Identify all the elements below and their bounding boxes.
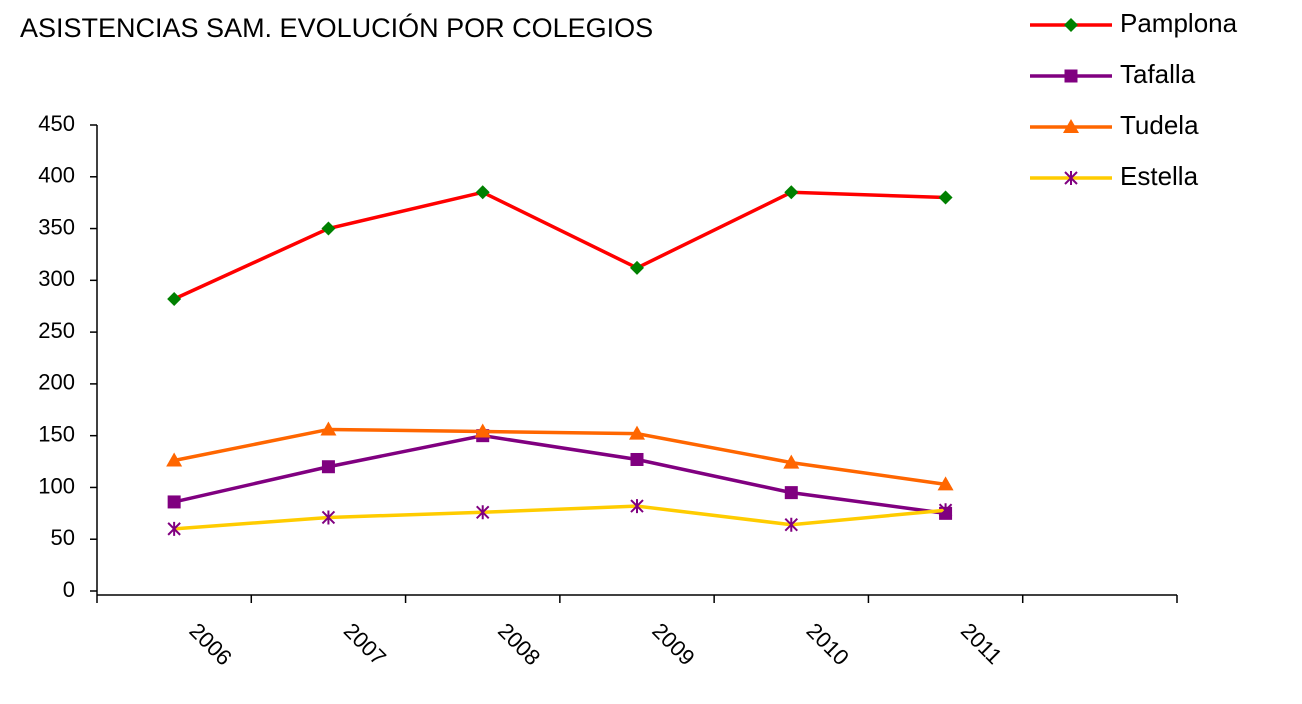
- legend-label: Tudela: [1120, 110, 1199, 140]
- series-line: [173, 190, 946, 301]
- marker: [166, 452, 183, 467]
- y-tick-label: 450: [38, 111, 75, 136]
- marker: [320, 421, 337, 436]
- y-tick-label: 300: [38, 266, 75, 291]
- chart-title: ASISTENCIAS SAM. EVOLUCIÓN POR COLEGIOS: [20, 12, 653, 43]
- marker: [476, 505, 490, 520]
- marker: [321, 221, 336, 236]
- marker: [321, 510, 336, 525]
- x-tick-label: 2009: [647, 618, 699, 670]
- marker: [167, 521, 181, 536]
- y-tick-label: 0: [63, 577, 75, 602]
- marker: [1063, 119, 1079, 133]
- y-tick-label: 150: [38, 421, 75, 446]
- marker: [938, 503, 953, 518]
- marker: [474, 423, 491, 438]
- marker: [630, 260, 644, 275]
- x-tick-label: 2008: [493, 618, 545, 670]
- marker: [937, 476, 954, 491]
- x-tick-label: 2011: [956, 618, 1007, 669]
- marker: [938, 190, 953, 205]
- x-tick-label: 2006: [184, 618, 236, 670]
- marker: [1064, 171, 1078, 185]
- marker: [1064, 69, 1078, 83]
- series-line: [173, 433, 946, 516]
- y-tick-label: 250: [38, 318, 75, 343]
- y-tick-label: 200: [38, 370, 75, 395]
- marker: [475, 185, 490, 200]
- marker: [167, 495, 181, 509]
- marker: [784, 185, 799, 200]
- marker: [629, 425, 645, 440]
- marker: [630, 499, 644, 514]
- marker: [783, 454, 800, 469]
- marker: [1064, 18, 1078, 32]
- y-tick-label: 100: [38, 473, 75, 498]
- legend-label: Pamplona: [1120, 8, 1238, 38]
- legend-label: Estella: [1120, 161, 1199, 191]
- series-line: [173, 427, 946, 487]
- series-line: [174, 504, 946, 531]
- marker: [784, 517, 798, 532]
- marker: [784, 486, 798, 500]
- marker: [630, 452, 644, 466]
- y-tick-label: 50: [51, 525, 75, 550]
- x-tick-label: 2007: [339, 618, 391, 670]
- y-tick-label: 400: [38, 163, 75, 188]
- marker: [321, 460, 335, 474]
- y-tick-label: 350: [38, 214, 75, 239]
- legend-label: Tafalla: [1120, 59, 1196, 89]
- x-tick-label: 2010: [802, 618, 854, 670]
- marker: [167, 291, 182, 306]
